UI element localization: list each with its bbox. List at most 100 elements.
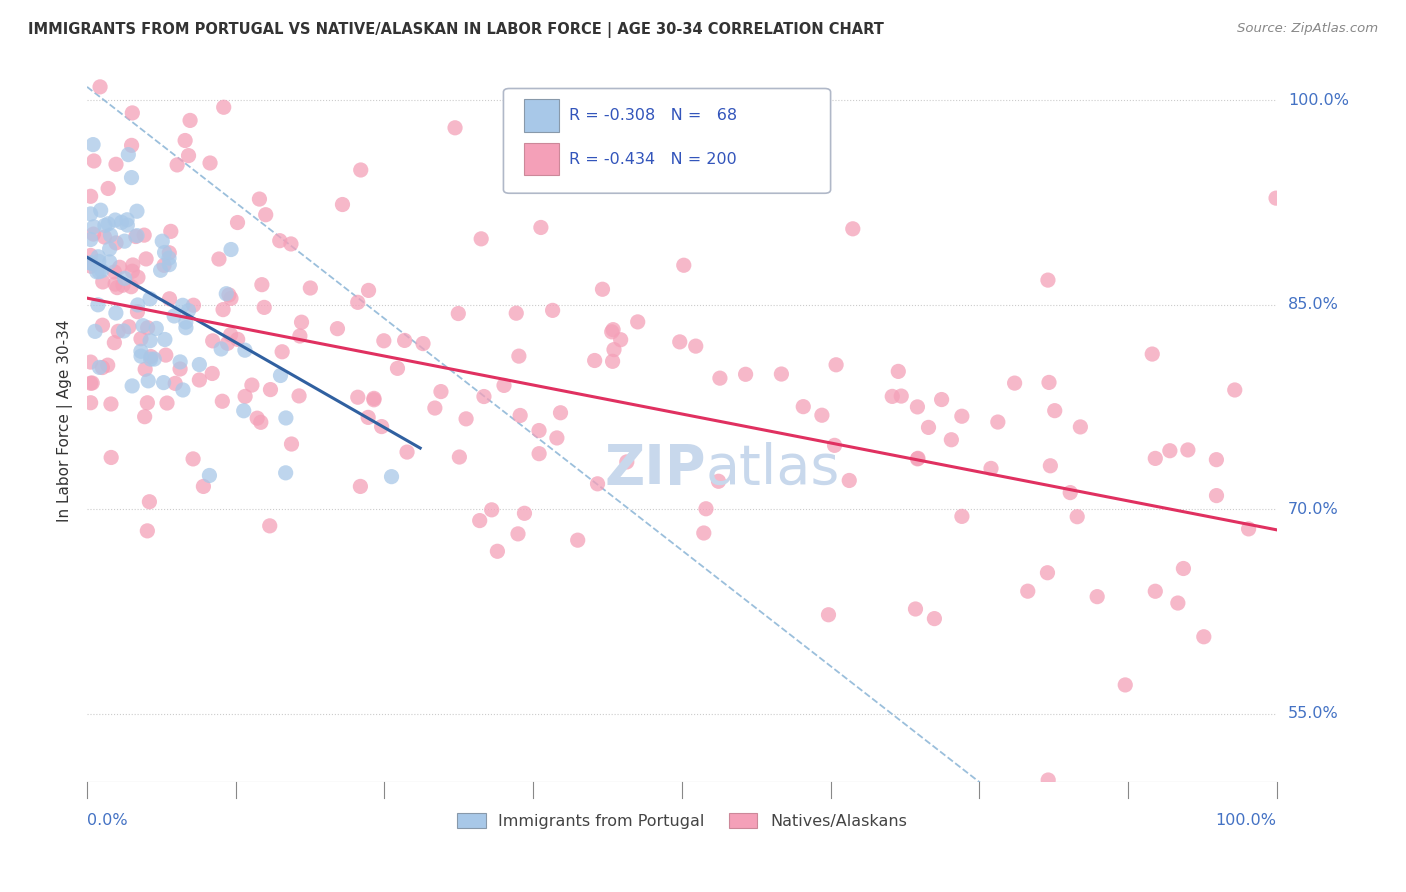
Point [208,252,231,266]
Point [1205,489,1227,503]
Text: R = -0.434   N = 200: R = -0.434 N = 200 [569,152,737,167]
Point [363,392,385,406]
Text: R = -0.308   N =   68: R = -0.308 N = 68 [569,109,737,123]
Point [792,400,814,414]
Point [193,479,215,493]
Point [136,374,159,388]
Point [87,298,110,312]
Point [108,260,131,275]
Point [159,292,181,306]
Point [215,286,238,301]
Point [157,245,180,260]
Point [150,234,173,248]
Point [486,544,509,558]
Point [1039,458,1062,473]
Point [1066,509,1088,524]
Point [212,302,235,317]
Point [583,353,606,368]
Point [274,411,297,425]
Point [1069,420,1091,434]
Point [887,364,910,378]
Point [838,474,860,488]
Point [103,335,125,350]
Point [209,342,232,356]
Point [100,450,122,465]
Point [811,409,834,423]
Point [226,332,249,346]
Point [380,469,402,483]
Point [423,401,446,415]
Point [249,192,271,206]
Point [201,367,224,381]
Point [121,106,143,120]
Point [250,277,273,292]
Point [83,153,105,168]
Point [240,378,263,392]
Point [174,320,197,334]
Point [87,250,110,264]
Point [132,318,155,333]
Point [79,207,101,221]
Point [93,230,115,244]
Point [924,612,946,626]
Point [188,373,211,387]
Text: ZIP: ZIP [605,442,706,496]
Point [169,355,191,369]
Point [349,479,371,493]
Text: 70.0%: 70.0% [1288,502,1339,516]
Point [139,350,162,364]
Point [1205,452,1227,467]
Point [120,279,142,293]
Point [824,438,846,452]
Point [79,189,101,203]
Point [907,451,929,466]
Point [530,220,553,235]
Point [346,390,368,404]
Point [212,100,235,114]
Point [602,354,624,368]
Point [373,334,395,348]
Point [79,396,101,410]
Point [89,360,111,375]
Point [153,258,176,272]
Point [183,298,205,312]
Point [449,450,471,464]
Point [98,255,121,269]
Point [219,292,242,306]
Point [232,404,254,418]
Point [90,203,112,218]
Point [271,344,294,359]
Point [114,271,136,285]
Point [288,389,311,403]
Point [134,409,156,424]
Point [602,323,624,337]
Point [326,321,349,335]
Point [127,270,149,285]
Point [370,419,392,434]
Point [603,343,626,357]
Point [917,420,939,434]
Point [156,396,179,410]
Point [931,392,953,407]
Point [107,324,129,338]
Point [672,258,695,272]
Point [174,315,197,329]
Point [166,158,188,172]
Point [181,451,204,466]
Point [129,332,152,346]
Point [346,295,368,310]
Point [1144,451,1167,466]
Point [627,315,650,329]
Point [136,396,159,410]
Point [104,213,127,227]
Point [1159,443,1181,458]
Point [159,224,181,238]
Point [172,383,194,397]
Point [396,445,419,459]
Point [79,355,101,369]
Point [600,325,623,339]
Point [149,263,172,277]
Point [211,394,233,409]
Text: IMMIGRANTS FROM PORTUGAL VS NATIVE/ALASKAN IN LABOR FORCE | AGE 30-34 CORRELATIO: IMMIGRANTS FROM PORTUGAL VS NATIVE/ALASK… [28,22,884,38]
Point [274,466,297,480]
